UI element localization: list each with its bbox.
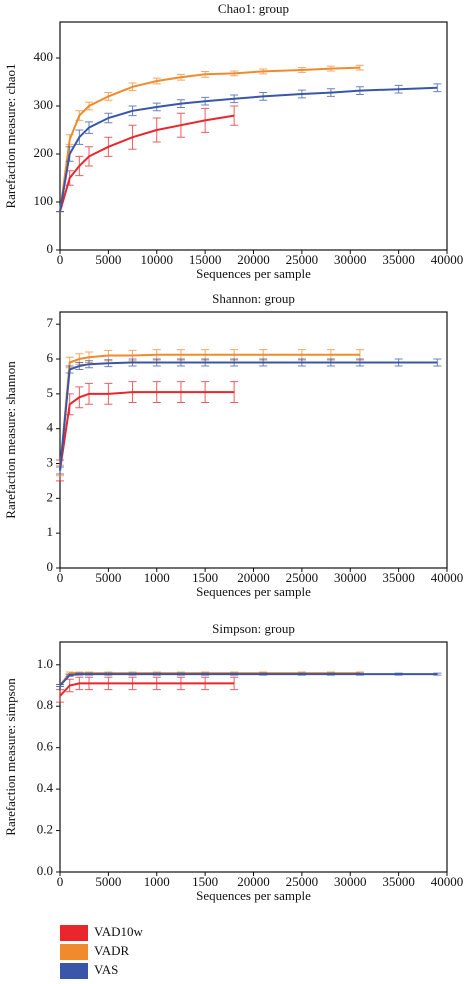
x-tick-label: 5000 (95, 874, 121, 889)
x-tick-label: 1500 (192, 570, 218, 585)
series-line (59, 682, 235, 697)
x-tick-label: 35000 (382, 252, 415, 267)
x-tick-label: 40000 (431, 252, 464, 267)
y-tick-label: 5 (47, 385, 54, 400)
x-axis-label: Sequences per sample (196, 584, 311, 599)
chart-title: Shannon: group (212, 291, 295, 306)
x-axis-label: Sequences per sample (196, 888, 311, 903)
y-tick-label: 1.0 (37, 656, 53, 671)
error-bar (433, 358, 442, 367)
y-tick-label: 1 (47, 524, 54, 539)
x-tick-label: 20000 (237, 874, 270, 889)
x-tick-label: 30000 (334, 252, 367, 267)
x-tick-label: 15000 (189, 252, 222, 267)
plot-frame (59, 21, 448, 251)
x-tick-label: 35000 (382, 570, 415, 585)
plot-frame (59, 311, 448, 569)
x-tick-label: 35000 (382, 874, 415, 889)
legend-label: VADR (94, 943, 129, 958)
x-tick-label: 20000 (237, 252, 270, 267)
legend-swatch (60, 925, 88, 941)
series-line (59, 114, 235, 212)
legend-label: VAD10w (94, 924, 143, 939)
x-tick-label: 30000 (334, 874, 367, 889)
error-bar (433, 672, 442, 676)
y-tick-label: 0.0 (37, 863, 53, 878)
y-tick-label: 0.4 (37, 780, 54, 795)
y-tick-label: 7 (47, 315, 54, 330)
x-tick-label: 1500 (192, 874, 218, 889)
chart-title: Simpson: group (212, 621, 295, 636)
legend-label: VAS (94, 962, 118, 977)
y-tick-label: 0.2 (37, 822, 53, 837)
y-axis-label: Rarefaction measure: chao1 (3, 63, 18, 208)
y-tick-label: 100 (34, 193, 54, 208)
x-tick-label: 25000 (286, 570, 319, 585)
x-tick-label: 5000 (95, 570, 121, 585)
y-tick-label: 200 (34, 145, 54, 160)
x-tick-label: 10000 (141, 252, 174, 267)
x-tick-label: 40000 (431, 570, 464, 585)
legend-swatch (60, 944, 88, 960)
y-tick-label: 0.8 (37, 697, 53, 712)
y-tick-label: 4 (47, 420, 54, 435)
x-tick-label: 25000 (286, 874, 319, 889)
series-line (59, 673, 438, 687)
x-tick-label: 25000 (286, 252, 319, 267)
x-tick-label: 20000 (237, 570, 270, 585)
x-tick-label: 0 (57, 874, 64, 889)
series-line (59, 353, 360, 471)
x-tick-label: 40000 (431, 874, 464, 889)
plot-frame (59, 641, 448, 873)
x-tick-label: 5000 (95, 252, 121, 267)
y-tick-label: 0 (47, 559, 54, 574)
x-tick-label: 1000 (144, 874, 170, 889)
y-tick-label: 0.6 (37, 739, 54, 754)
x-tick-label: 0 (57, 252, 64, 267)
series-line (59, 391, 235, 471)
error-bar (433, 83, 442, 93)
y-tick-label: 3 (47, 454, 54, 469)
x-tick-label: 30000 (334, 570, 367, 585)
x-tick-label: 1000 (144, 570, 170, 585)
legend-swatch (60, 963, 88, 979)
y-tick-label: 2 (47, 489, 54, 504)
series-line (59, 66, 360, 212)
x-tick-label: 0 (57, 570, 64, 585)
series-line (59, 86, 438, 212)
y-axis-label: Rarefaction measure: shannon (3, 361, 18, 519)
y-tick-label: 300 (34, 97, 54, 112)
series-line (59, 361, 438, 471)
y-tick-label: 400 (34, 49, 54, 64)
chart-title: Chao1: group (218, 1, 289, 16)
y-tick-label: 6 (47, 350, 54, 365)
error-bar (355, 64, 364, 71)
y-tick-label: 0 (47, 241, 54, 256)
y-axis-label: Rarefaction measure: simpson (3, 678, 18, 836)
x-axis-label: Sequences per sample (196, 266, 311, 281)
